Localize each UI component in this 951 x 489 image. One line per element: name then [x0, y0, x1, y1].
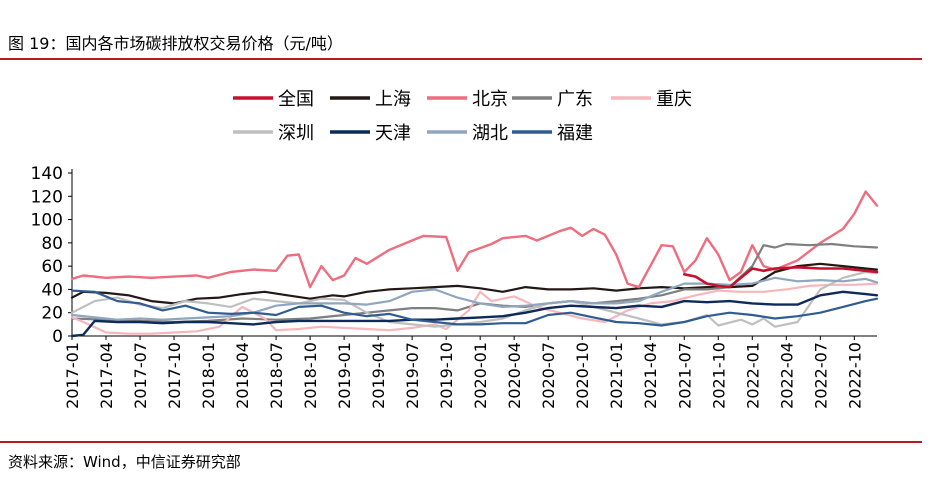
title-rule	[0, 58, 922, 60]
x-tick-label: 2020-10	[573, 342, 592, 409]
x-tick-label: 2022-07	[811, 342, 830, 409]
y-tick-label: 20	[41, 304, 63, 324]
y-tick-label: 40	[41, 280, 63, 300]
x-tick-label: 2020-04	[505, 342, 524, 409]
x-tick-label: 2018-04	[233, 342, 252, 409]
legend-label: 湖北	[472, 123, 508, 144]
y-tick-label: 80	[41, 234, 63, 254]
x-tick-label: 2018-10	[301, 342, 320, 409]
legend-label: 上海	[375, 89, 411, 110]
series-line-湖北	[70, 276, 879, 321]
y-tick-label: 140	[31, 164, 63, 184]
x-tick-label: 2017-10	[165, 342, 184, 409]
x-tick-label: 2022-04	[777, 342, 796, 409]
source-note: 资料来源：Wind，中信证券研究部	[8, 453, 241, 471]
y-tick-label: 120	[31, 187, 63, 207]
legend-label: 天津	[375, 123, 411, 144]
x-tick-label: 2019-10	[437, 342, 456, 409]
legend-label: 深圳	[278, 123, 314, 144]
series-line-深圳	[70, 270, 879, 328]
x-tick-label: 2020-01	[471, 342, 490, 409]
x-tick-label: 2021-07	[675, 342, 694, 409]
x-tick-label: 2022-01	[743, 342, 762, 409]
y-tick-label: 100	[31, 211, 63, 231]
y-tick-label: 0	[52, 327, 63, 347]
x-tick-label: 2021-10	[709, 342, 728, 409]
series-line-福建	[70, 289, 879, 327]
legend-label: 重庆	[656, 89, 692, 110]
x-tick-label: 2019-07	[403, 342, 422, 409]
series-line-天津	[70, 290, 879, 338]
series-line-重庆	[70, 282, 879, 335]
figure-title: 图 19：国内各市场碳排放权交易价格（元/吨）	[8, 34, 343, 53]
x-tick-label: 2022-10	[845, 342, 864, 409]
x-tick-label: 2018-01	[199, 342, 218, 409]
series-lines	[70, 190, 879, 338]
series-line-北京	[70, 190, 879, 289]
x-tick-label: 2018-07	[267, 342, 286, 409]
source-rule	[0, 441, 922, 443]
axes: 0 20 40 60 80 100 120 140 2017-01 2017-04 2017-07 2…	[31, 164, 877, 409]
series-line-上海	[70, 262, 879, 305]
x-tick-label: 2019-04	[369, 342, 388, 409]
legend-label: 广东	[557, 89, 593, 110]
series-line-全国	[683, 266, 879, 289]
x-tick-label: 2017-04	[97, 342, 116, 409]
y-tick-label: 60	[41, 257, 63, 277]
x-tick-label: 2017-07	[131, 342, 150, 409]
x-tick-label: 2019-01	[335, 342, 354, 409]
legend-label: 全国	[278, 89, 314, 110]
x-tick-label: 2021-01	[607, 342, 626, 409]
x-tick-label: 2017-01	[63, 342, 82, 409]
x-tick-label: 2021-04	[641, 342, 660, 409]
legend-label: 福建	[557, 123, 593, 144]
x-tick-label: 2020-07	[539, 342, 558, 409]
legend-label: 北京	[472, 89, 508, 110]
